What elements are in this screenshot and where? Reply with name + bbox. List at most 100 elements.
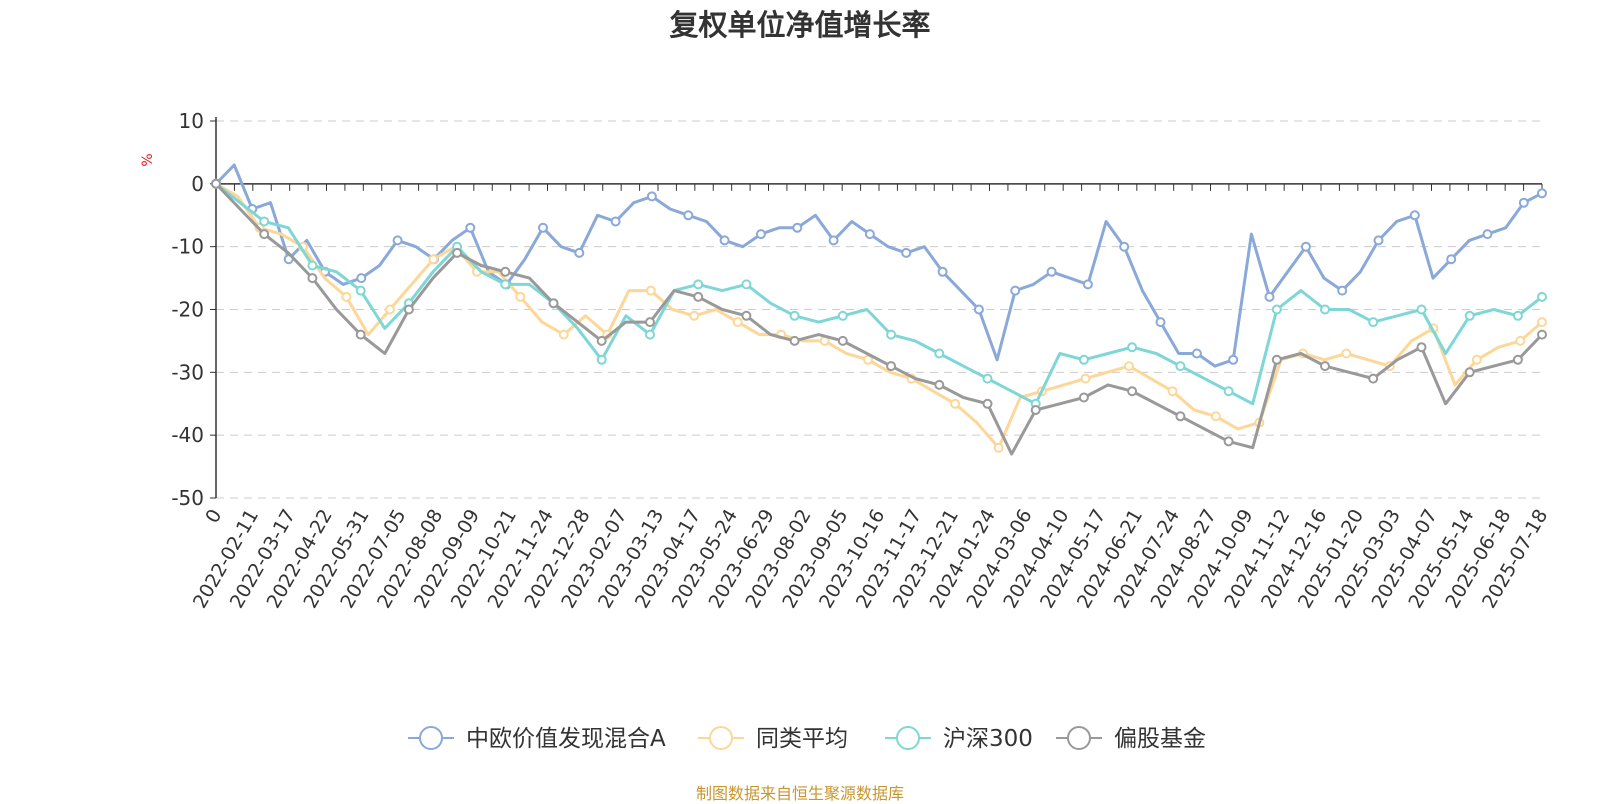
data-point [1368,317,1379,328]
data-point [837,335,848,346]
data-point [1175,361,1186,372]
grid-lines [216,120,1542,499]
data-point [645,285,656,296]
data-point [1482,229,1493,240]
legend: 中欧价值发现混合A 同类平均 沪深300 偏股基金 [408,726,1206,752]
y-tick-label: -20 [171,298,204,322]
data-point [465,222,476,233]
series-line [214,163,1543,368]
data-point [828,235,839,246]
legend-marker [709,726,733,750]
data-point [1537,188,1547,199]
data-point [1464,367,1475,378]
data-point [993,442,1004,453]
data-point [732,317,743,328]
legend-label: 同类平均 [756,726,848,752]
data-point [1119,241,1130,252]
data-point [1030,405,1041,415]
legend-marker [1067,726,1091,750]
data-point [755,229,766,240]
data-point [1320,304,1330,315]
data-point [741,310,752,321]
data-point [1341,348,1352,359]
data-point [1409,210,1420,221]
legend-label: 中欧价值发现混合A [466,726,666,752]
data-point [1155,317,1166,328]
data-point [1191,348,1202,359]
data-point [355,329,366,340]
data-point [886,361,897,372]
data-point [1228,354,1239,365]
data-point [356,273,367,284]
data-point [538,222,548,233]
data-point [645,317,655,328]
data-point [259,229,270,240]
data-point [548,298,559,309]
data-point [950,398,961,409]
y-tick-label: 0 [191,172,204,196]
data-point [689,310,700,321]
data-point [392,235,403,246]
data-point [693,291,704,302]
data-point [1537,291,1547,302]
data-point [741,279,752,290]
data-point [500,266,511,277]
series-line [215,182,1543,406]
data-point [1373,235,1384,246]
data-point [1264,291,1275,302]
data-point [1167,386,1178,397]
data-point [452,247,463,258]
data-point [500,279,511,290]
data-point [558,329,569,340]
data-point [1127,386,1138,397]
data-point [1300,241,1311,252]
data-point [384,304,395,315]
data-point [610,216,621,227]
data-point [886,329,897,340]
data-point [1078,392,1089,403]
data-point [1446,254,1457,265]
x-tick-label: 0 [201,506,226,527]
y-tick-label: -10 [171,235,204,259]
data-point [307,260,318,271]
series-lines [211,163,1547,456]
data-point [515,291,526,302]
data-point [1537,329,1547,340]
data-point [789,335,800,346]
data-point [1320,361,1330,372]
data-point [1416,342,1427,353]
data-point [789,310,800,321]
y-axis-unit: % [140,153,156,166]
series-line [215,182,1543,450]
data-point [1124,361,1134,372]
data-point [934,348,945,359]
chart-title: 复权单位净值增长率 [669,8,931,42]
data-point [1515,335,1526,346]
data-point [693,279,704,290]
data-point [646,191,657,202]
data-point [1512,354,1523,365]
axes: 100-10-20-30-40-5002022-02-112022-03-172… [171,109,1552,612]
data-point [1518,197,1529,208]
y-tick-label: -30 [171,360,204,384]
legend-label: 沪深300 [943,726,1033,752]
data-point [1337,285,1348,296]
data-point [596,354,607,365]
data-point [1471,354,1482,365]
data-point [1175,411,1186,422]
data-point [1368,373,1379,384]
data-point [355,285,366,296]
y-tick-label: 10 [179,109,204,133]
data-point [792,222,803,233]
data-point [1223,436,1234,447]
data-point [683,210,694,221]
legend-label: 偏股基金 [1114,726,1206,752]
data-point [1416,304,1427,315]
data-point [1271,304,1282,315]
series-line [214,182,1544,456]
data-point [596,335,607,346]
data-point [574,247,585,258]
data-point [1210,411,1221,422]
y-tick-label: -50 [171,486,204,510]
